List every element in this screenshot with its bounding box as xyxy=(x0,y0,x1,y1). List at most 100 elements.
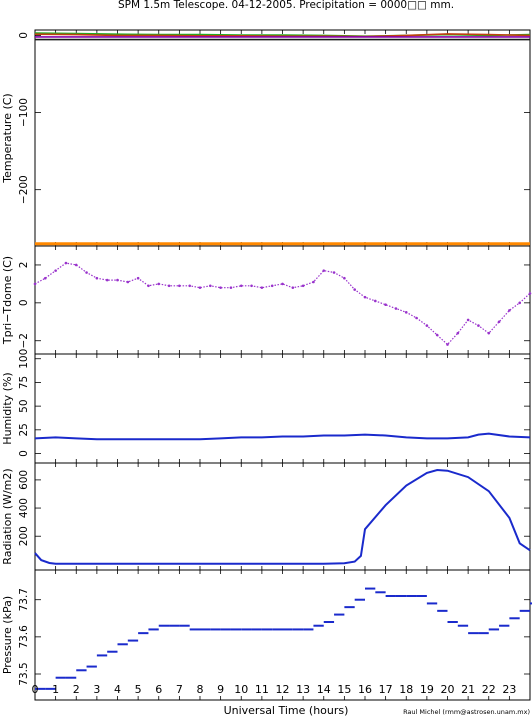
y-tick-label: 50 xyxy=(18,399,30,412)
data-point xyxy=(404,311,408,314)
series-line xyxy=(34,468,531,565)
y-axis-label: Radiation (W/m2) xyxy=(1,468,14,564)
data-point xyxy=(219,286,222,289)
data-point xyxy=(116,278,119,282)
data-point xyxy=(229,286,233,289)
data-point xyxy=(312,280,315,284)
data-point xyxy=(435,333,439,337)
y-tick-label: 0 xyxy=(18,299,30,306)
panel-tpri-tdome: 2 0 −2 Tpri−Tdome (C) xyxy=(1,245,532,355)
x-tick-label: 11 xyxy=(255,683,269,696)
data-point xyxy=(354,598,365,601)
y-tick-label: −200 xyxy=(18,175,30,204)
x-tick-label: 8 xyxy=(197,683,204,696)
data-point xyxy=(313,624,324,627)
data-point xyxy=(33,282,37,286)
x-tick-label: 0 xyxy=(32,683,39,696)
data-point xyxy=(508,309,511,312)
data-point xyxy=(437,609,448,612)
x-tick-label: 3 xyxy=(93,683,100,696)
y-tick-label: 0 xyxy=(18,450,30,457)
data-point xyxy=(55,676,66,679)
data-point xyxy=(96,654,108,657)
data-point xyxy=(220,628,231,631)
y-tick-label: 100 xyxy=(18,349,30,369)
data-point xyxy=(239,284,243,288)
y-axis-label: Temperature (C) xyxy=(1,93,14,183)
data-point xyxy=(189,628,200,631)
data-point xyxy=(86,665,97,668)
data-point xyxy=(85,271,88,274)
data-point xyxy=(416,595,427,597)
x-axis-label: Universal Time (hours) xyxy=(224,704,349,717)
data-point xyxy=(272,628,283,631)
data-point xyxy=(250,284,253,288)
series-trace xyxy=(34,262,531,346)
data-point xyxy=(519,609,530,612)
data-point xyxy=(45,687,56,690)
data-point xyxy=(148,628,159,631)
data-point xyxy=(126,280,130,284)
data-point xyxy=(303,628,314,631)
data-point xyxy=(322,269,326,272)
y-axis-label: Tpri−Tdome (C) xyxy=(1,256,14,345)
data-point xyxy=(65,676,77,679)
x-tick-label: 6 xyxy=(155,683,162,696)
data-point xyxy=(210,628,221,631)
panel-frame xyxy=(34,462,531,571)
x-tick-label: 4 xyxy=(114,683,121,696)
data-point xyxy=(198,286,202,289)
data-point xyxy=(230,628,242,631)
data-point xyxy=(363,295,367,299)
x-tick-label: 2 xyxy=(73,683,80,696)
x-tick-label: 15 xyxy=(337,683,351,696)
panel-frame xyxy=(34,245,531,355)
data-point xyxy=(158,624,170,627)
data-point xyxy=(487,331,491,335)
x-tick-label: 1 xyxy=(52,683,59,696)
y-tick-label: 25 xyxy=(18,423,30,436)
data-point xyxy=(241,628,252,631)
data-point xyxy=(54,269,57,272)
data-point xyxy=(76,669,87,672)
x-tick-label: 17 xyxy=(379,683,393,696)
data-point xyxy=(44,276,47,280)
data-point xyxy=(528,292,532,295)
data-point xyxy=(282,628,293,631)
x-tick-label: 19 xyxy=(420,683,434,696)
x-tick-label: 5 xyxy=(135,683,142,696)
x-tick-label: 22 xyxy=(482,683,496,696)
y-tick-label: 2 xyxy=(18,262,30,269)
x-axis-ticks: 0 1 2 3 4 5 6 7 8 9 10 11 12 13 14 15 16 17 18 19 20 21 22 23 xyxy=(32,683,517,696)
data-point xyxy=(365,587,376,590)
credit-text: Raul Michel (rmm@astrosen.unam.mx) xyxy=(403,708,530,716)
x-tick-label: 7 xyxy=(176,683,183,696)
panel-radiation: 200 400 600 Radiation (W/m2) xyxy=(1,462,531,571)
data-point xyxy=(447,621,458,623)
data-point xyxy=(395,595,407,597)
x-tick-label: 20 xyxy=(441,683,455,696)
data-point xyxy=(179,624,190,627)
data-point xyxy=(334,613,345,616)
y-tick-label: 75 xyxy=(18,376,30,389)
y-tick-label: 400 xyxy=(18,498,30,518)
data-point xyxy=(466,318,470,322)
x-tick-label: 14 xyxy=(317,683,331,696)
data-point xyxy=(95,276,99,280)
chart-title: SPM 1.5m Telescope. 04-12-2005. Precipit… xyxy=(118,0,454,11)
x-tick-label: 9 xyxy=(217,683,224,696)
y-tick-label: 600 xyxy=(18,470,30,490)
y-tick-label: 73.7 xyxy=(18,588,30,611)
y-tick-label: 200 xyxy=(18,526,30,546)
data-point xyxy=(261,628,273,631)
data-point xyxy=(344,606,355,609)
data-point xyxy=(468,632,479,635)
data-point xyxy=(384,303,387,307)
data-point xyxy=(301,284,305,288)
x-tick-label: 18 xyxy=(399,683,413,696)
data-point xyxy=(478,632,489,635)
data-point xyxy=(167,284,171,288)
y-axis-label: Pressure (kPa) xyxy=(1,596,14,674)
